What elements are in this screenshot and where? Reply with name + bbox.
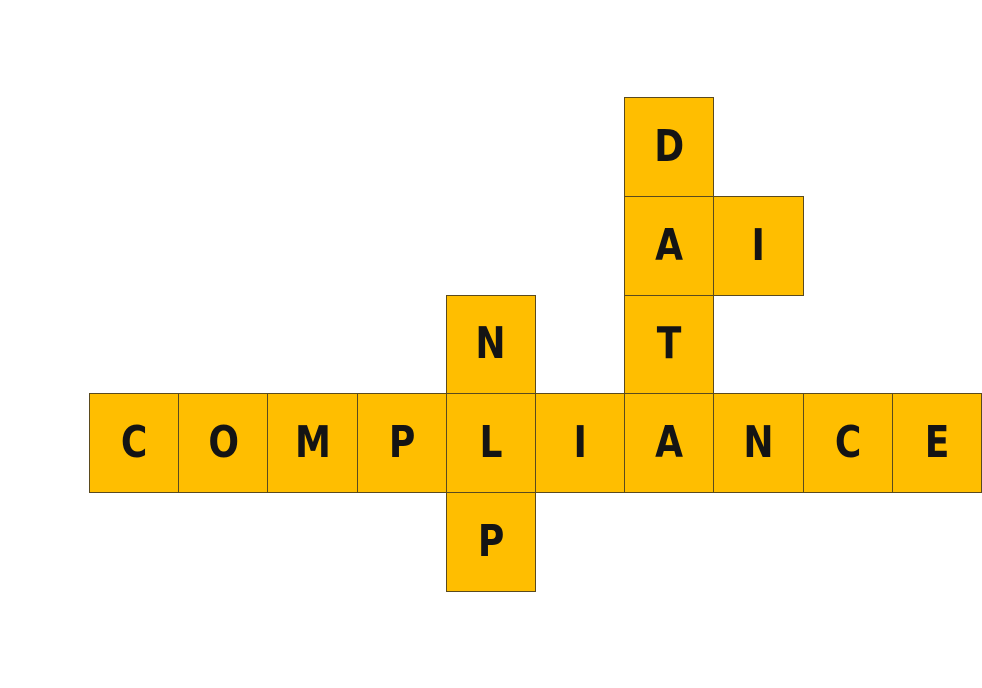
crossword-cell[interactable]: A xyxy=(624,393,715,494)
cell-letter: N xyxy=(743,417,774,469)
cell-letter: A xyxy=(655,219,684,271)
cell-letter: O xyxy=(207,417,239,469)
crossword-cell[interactable]: D xyxy=(624,97,715,197)
crossword-cell[interactable]: I xyxy=(535,393,626,494)
crossword-cell[interactable]: O xyxy=(178,393,269,494)
cell-letter: C xyxy=(120,417,148,469)
crossword-cell[interactable]: E xyxy=(891,393,982,494)
cell-letter: D xyxy=(654,120,685,172)
crossword-cell[interactable]: A xyxy=(624,195,715,296)
cell-letter: I xyxy=(573,417,587,469)
crossword-cell[interactable]: T xyxy=(624,294,715,395)
cell-letter: L xyxy=(479,417,503,469)
crossword-cell[interactable]: N xyxy=(713,393,804,494)
cell-letter: T xyxy=(656,318,682,370)
cell-letter: N xyxy=(475,318,506,370)
crossword-cell[interactable]: L xyxy=(445,393,536,494)
cell-letter: C xyxy=(834,417,861,469)
crossword-cell[interactable]: P xyxy=(356,393,447,494)
cell-letter: I xyxy=(751,219,766,271)
crossword-cell[interactable]: C xyxy=(802,393,893,494)
crossword-cell[interactable]: N xyxy=(445,294,536,395)
cell-letter: E xyxy=(924,417,950,469)
crossword-cell[interactable]: P xyxy=(445,492,536,592)
cell-letter: A xyxy=(655,417,684,469)
crossword-cell[interactable]: M xyxy=(267,393,358,494)
cell-letter: P xyxy=(477,516,505,568)
cell-letter: P xyxy=(388,417,415,469)
cell-letter: M xyxy=(294,417,331,469)
crossword-cell[interactable]: C xyxy=(89,393,180,494)
crossword-cell[interactable]: I xyxy=(713,195,804,296)
